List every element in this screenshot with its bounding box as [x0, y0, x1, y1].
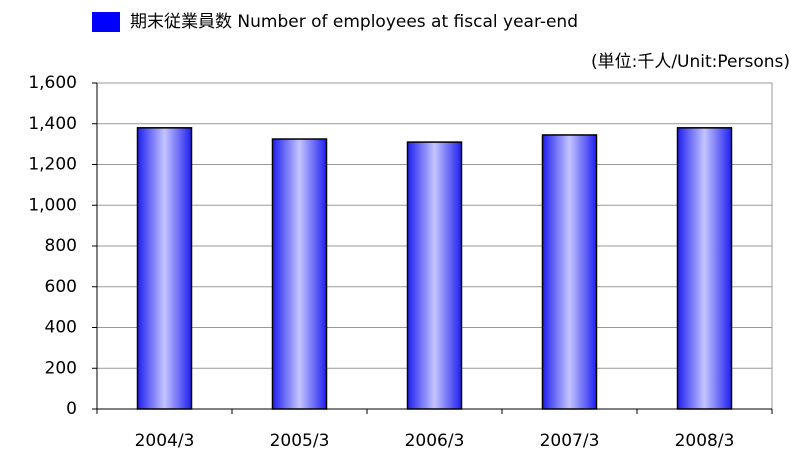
y-tick-label: 1,600 [28, 73, 77, 93]
x-tick-label: 2006/3 [405, 431, 465, 451]
x-tick-label: 2007/3 [540, 431, 600, 451]
unit-note: (単位:千人/Unit:Persons) [591, 52, 790, 72]
bar [406, 141, 463, 410]
y-tick-label: 400 [45, 318, 77, 338]
y-tick-label: 1,000 [28, 195, 77, 215]
x-tick-label: 2004/3 [135, 431, 195, 451]
y-tick-label: 0 [66, 399, 77, 419]
legend-swatch [92, 12, 120, 32]
bar [136, 127, 193, 410]
y-tick-label: 600 [45, 277, 77, 297]
y-tick-label: 800 [45, 236, 77, 256]
legend-label: 期末従業員数 Number of employees at fiscal yea… [130, 12, 578, 32]
bar [271, 138, 328, 410]
x-tick-label: 2008/3 [675, 431, 735, 451]
y-tick-label: 200 [45, 358, 77, 378]
bar [676, 127, 733, 410]
y-tick-label: 1,400 [28, 114, 77, 134]
y-tick-label: 1,200 [28, 155, 77, 175]
bar [541, 134, 598, 410]
x-tick-label: 2005/3 [270, 431, 330, 451]
